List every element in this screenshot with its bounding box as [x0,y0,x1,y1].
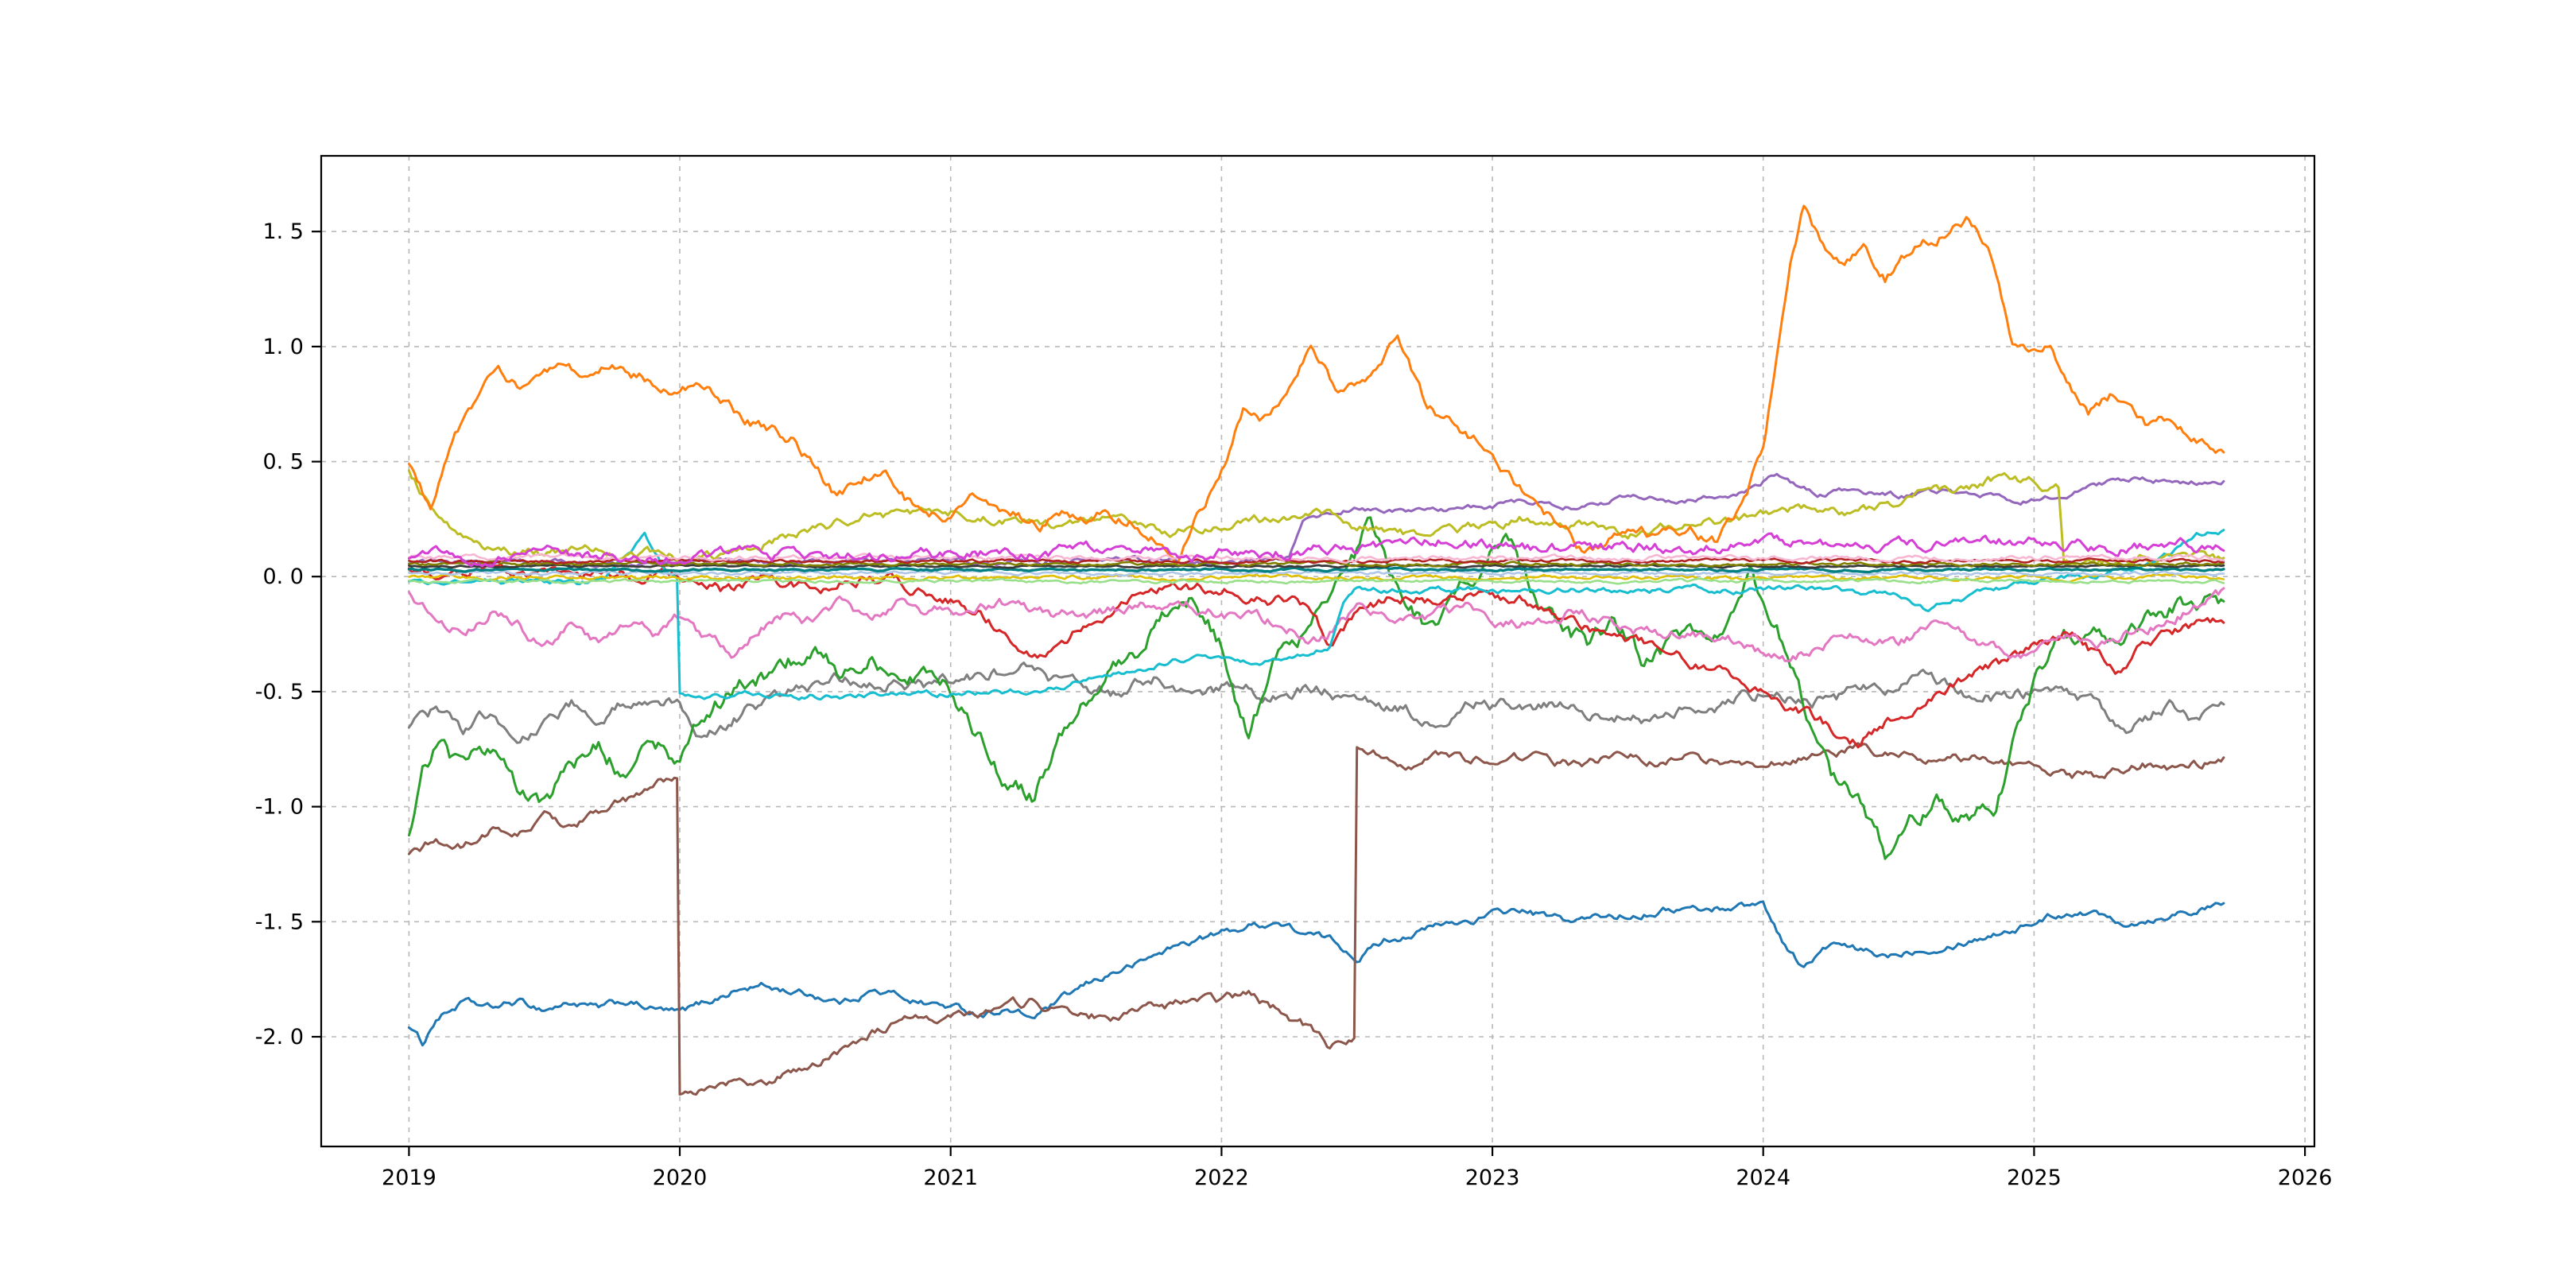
series-line-green [407,516,2225,860]
series-group [407,204,2225,1096]
y-tick-label: 1. 5 [262,219,304,244]
y-tick-label: -2. 0 [255,1025,304,1049]
x-tick-label: 2020 [653,1166,708,1190]
x-tick-label: 2023 [1465,1166,1520,1190]
series-line-brown [407,742,2225,1096]
y-tick-label: 0. 0 [262,564,304,589]
series-line-red [407,561,2225,749]
y-tick-label: -1. 5 [255,910,304,934]
x-tick-label: 2024 [1736,1166,1790,1190]
y-tick-label: -1. 0 [255,795,304,820]
series-line-blue [407,900,2225,1047]
x-tick-label: 2021 [923,1166,978,1190]
series-line-light-green [408,577,2225,585]
series-line-light-pink [408,553,2225,564]
series-line-pink [407,587,2225,662]
series-line-teal [407,566,2225,574]
x-tick-label: 2025 [2007,1166,2062,1190]
x-tick-label: 2019 [382,1166,436,1190]
series-line-orange [407,204,2225,566]
series-line-gold [408,572,2225,584]
x-tick-label: 2026 [2278,1166,2333,1190]
y-tick-label: 0. 5 [262,450,304,475]
series-line-yellow-green [407,469,2225,568]
series-line-orchid [407,532,2225,568]
series-line-light-blue [408,569,2225,577]
series-line-gray [407,661,2225,744]
y-tick-label: -0. 5 [255,680,304,704]
series-line-dark-gray [408,563,2225,569]
x-tick-label: 2022 [1194,1166,1249,1190]
y-tick-label: 1. 0 [262,335,304,359]
series-line-cyan [407,529,2225,701]
axes-spines [320,154,2316,1148]
